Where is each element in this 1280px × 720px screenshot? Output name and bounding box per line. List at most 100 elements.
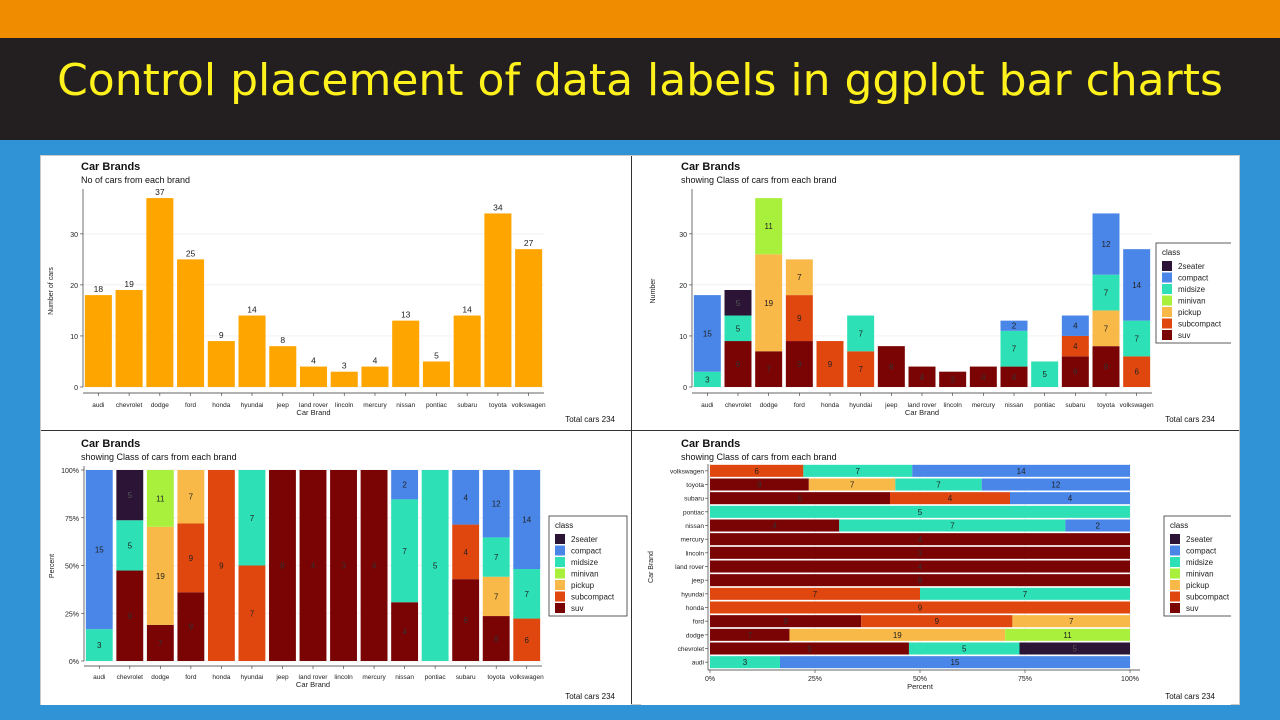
bar-segment-pickup [146, 526, 174, 625]
legend-swatch-minivan [1162, 295, 1172, 306]
bar-segment-suv [710, 519, 840, 532]
data-label: 4 [311, 562, 316, 571]
x-tick-label: nissan [396, 402, 415, 409]
data-label: 5 [962, 645, 967, 654]
bar-segment-suv [710, 478, 809, 491]
x-tick-label: jeep [275, 674, 289, 681]
bar-segment-midsize [421, 470, 449, 661]
data-label: 4 [402, 628, 407, 637]
data-label: 3 [705, 375, 710, 384]
bar-segment-suv [755, 351, 783, 387]
bar-segment-midsize [1031, 361, 1059, 387]
bar-jeep [269, 346, 297, 387]
y-tick-label: 25% [65, 611, 79, 618]
bar-segment-midsize [803, 464, 913, 477]
data-label: 5 [736, 324, 741, 333]
data-label: 7 [1023, 590, 1028, 599]
x-tick-label: toyota [487, 674, 505, 681]
bar-segment-suv [269, 470, 296, 661]
y-tick-label: dodge [686, 632, 704, 639]
legend-title: class [555, 521, 573, 530]
legend-label-midsize: midsize [571, 558, 599, 567]
data-label: 11 [1063, 631, 1072, 640]
data-label: 11 [156, 494, 165, 503]
legend-label-pickup: pickup [1186, 581, 1210, 590]
data-label: 19 [893, 631, 902, 640]
bar-segment-midsize [482, 537, 510, 577]
x-tick-label: 25% [808, 676, 822, 683]
data-label: 4 [1068, 494, 1073, 503]
bar-ford [177, 259, 205, 387]
data-label: 8 [889, 363, 894, 372]
y-axis-title: Percent [49, 554, 56, 578]
data-label: 3 [342, 361, 347, 371]
data-label: 7 [797, 273, 802, 282]
data-label: 7 [250, 609, 255, 618]
bar-segment-suv [146, 624, 174, 661]
data-label: 9 [189, 554, 194, 563]
bar-segment-compact [1065, 519, 1130, 532]
data-label: 9 [219, 330, 224, 340]
data-label: 12 [492, 500, 501, 509]
data-label: 9 [219, 562, 224, 571]
data-label: 5 [1073, 645, 1078, 654]
x-tick-label: lincoln [334, 674, 353, 681]
data-label: 6 [1134, 368, 1139, 377]
data-label: 5 [128, 541, 133, 550]
chart-caption: Total cars 234 [1165, 692, 1215, 701]
bar-segment-suv [710, 533, 1130, 546]
legend-swatch-suv [1162, 330, 1172, 340]
bar-segment-pickup [1092, 310, 1120, 347]
data-label: 3 [97, 641, 102, 650]
bar-segment-midsize [238, 470, 266, 566]
legend-swatch-2seater [1170, 534, 1180, 544]
y-axis-title: Car Brand [648, 551, 655, 583]
bar-land-rover [299, 366, 328, 387]
legend-swatch-midsize [555, 557, 565, 567]
bar-segment-compact [981, 478, 1130, 491]
data-label: 4 [1073, 342, 1078, 351]
bar-segment-suv [177, 592, 205, 661]
bar-segment-suv [939, 371, 967, 387]
data-label: 19 [764, 299, 773, 308]
bar-segment-midsize [908, 642, 1020, 655]
data-label: 7 [1104, 289, 1109, 298]
x-tick-label: land rover [299, 674, 329, 681]
data-label: 7 [402, 547, 407, 556]
bar-segment-subcompact [1123, 356, 1151, 387]
y-tick-label: mercury [681, 537, 705, 544]
data-label: 3 [743, 658, 748, 667]
x-tick-label: mercury [362, 674, 386, 681]
x-tick-label: audi [701, 402, 713, 409]
data-label: 7 [766, 365, 771, 374]
bar-nissan [392, 320, 420, 387]
y-tick-label: audi [692, 660, 704, 667]
y-tick-label: 0 [74, 385, 78, 392]
legend-label-2seater: 2seater [1178, 262, 1205, 271]
legend-label-midsize: midsize [1178, 285, 1206, 294]
chart-caption: Total cars 234 [565, 692, 615, 701]
bar-segment-subcompact [710, 601, 1130, 614]
y-axis-title: Number [650, 278, 657, 304]
x-tick-label: 0% [705, 676, 715, 683]
x-axis-title: Car Brand [905, 408, 939, 417]
legend-swatch-midsize [1170, 557, 1180, 567]
panel-divider-horizontal [41, 430, 1239, 431]
legend-label-minivan: minivan [1178, 297, 1206, 306]
y-tick-label: jeep [691, 578, 705, 585]
x-tick-label: jeep [276, 402, 290, 409]
data-label: 8 [918, 576, 923, 585]
data-label: 7 [748, 631, 753, 640]
bar-segment-midsize [513, 569, 541, 619]
bar-segment-subcompact [861, 615, 1013, 628]
bar-segment-suv [710, 628, 790, 641]
bar-segment-minivan [1005, 628, 1130, 641]
x-tick-label: toyota [489, 402, 507, 409]
x-tick-label: dodge [760, 402, 778, 409]
bar-segment-suv [391, 602, 419, 661]
data-label: 4 [918, 563, 923, 572]
data-label: 15 [703, 329, 712, 338]
y-tick-label: 10 [679, 334, 687, 341]
x-tick-label: honda [212, 674, 230, 681]
data-label: 5 [433, 562, 438, 571]
